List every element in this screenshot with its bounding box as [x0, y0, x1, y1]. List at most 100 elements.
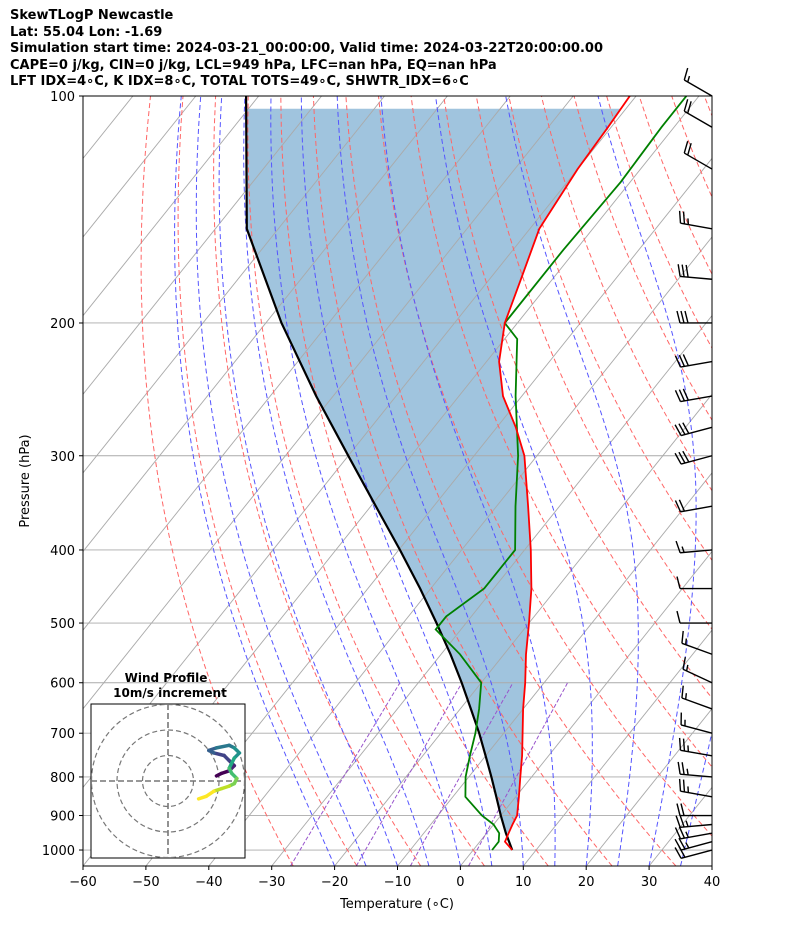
isotherm-line: [460, 550, 712, 866]
x-tick-label: −40: [195, 875, 222, 890]
isotherm-line: [0, 96, 70, 866]
moist-adiabat-line: [711, 863, 712, 866]
wind-barb-half-feather: [685, 820, 689, 827]
wind-barb-staff: [680, 275, 713, 280]
moist-adiabat-line: [270, 96, 461, 866]
wind-barb: [675, 815, 713, 828]
wind-barb-feather: [675, 815, 681, 828]
y-axis-label: Pressure (hPa): [18, 434, 33, 527]
mixing-ratio-line: [409, 682, 514, 866]
location-line: Lat: 55.04 Lon: -1.69: [10, 24, 163, 40]
wind-barb: [682, 656, 713, 684]
wind-barb-half-feather: [684, 638, 688, 645]
hodograph-inset: Wind Profile 10m/s increment: [90, 671, 246, 859]
wind-barb-feather: [674, 827, 682, 840]
wind-barb-feather: [676, 310, 681, 324]
x-tick-label: 30: [641, 875, 658, 890]
dry-adiabat-line: [638, 96, 712, 276]
wind-barb: [676, 310, 712, 324]
wind-barb: [675, 540, 713, 554]
dry-adiabat-line: [703, 96, 712, 118]
wind-barb-staff: [681, 642, 713, 655]
wind-barb-half-feather: [685, 831, 690, 838]
wind-barb: [677, 761, 713, 778]
dry-adiabat-line: [540, 96, 712, 492]
isotherm-line: [334, 393, 712, 866]
isotherm-line: [83, 96, 385, 474]
x-tick-label: −10: [384, 875, 411, 890]
x-tick-label: −50: [132, 875, 159, 890]
dry-adiabat-line: [770, 96, 794, 866]
wind-barb: [674, 388, 713, 403]
wind-barb-feather: [678, 451, 686, 464]
dry-adiabat-line: [573, 96, 712, 422]
wind-barb-half-feather: [684, 693, 688, 700]
wind-barb-staff: [680, 790, 713, 798]
wind-barb-feather: [678, 837, 686, 850]
x-tick-label: 0: [456, 875, 464, 890]
wind-barb: [674, 354, 713, 368]
wind-barb-feather: [682, 779, 686, 792]
wind-barb-staff: [680, 505, 713, 513]
wind-barb-half-feather: [681, 546, 685, 553]
isotherm-line: [775, 96, 794, 866]
wind-barb: [674, 422, 713, 437]
wind-barb-staff: [680, 395, 713, 403]
y-tick-label: 300: [50, 450, 75, 465]
mixing-ratio-line: [468, 682, 569, 866]
wind-barb-feather: [674, 355, 682, 368]
moist-adiabat-line: [336, 96, 524, 866]
wind-barb-feather: [685, 264, 689, 278]
dry-adiabat-line: [140, 96, 294, 866]
wind-barb-staff: [680, 823, 713, 828]
parcel-profile-line: [245, 96, 514, 851]
wind-barb-feather: [683, 140, 689, 154]
wind-barb-feather: [678, 778, 682, 792]
wind-barb-half-feather: [686, 768, 689, 775]
wind-barb-feather: [678, 737, 682, 751]
moist-adiabat-line: [380, 96, 556, 866]
x-tick-label: 40: [704, 875, 721, 890]
dry-adiabat-line: [410, 96, 712, 768]
wind-barb-staff: [680, 832, 713, 840]
dry-adiabat-line: [606, 96, 712, 350]
dry-adiabat-line: [671, 96, 712, 199]
x-tick-label: 10: [515, 875, 532, 890]
wind-barb-feather: [681, 762, 685, 775]
moist-adiabat-line: [505, 96, 639, 866]
hodograph-title: Wind Profile: [125, 671, 208, 685]
x-axis-label: Temperature (∘C): [339, 897, 454, 912]
y-tick-label: 900: [50, 810, 75, 825]
y-tick-label: 600: [50, 677, 75, 692]
mixing-ratio-line: [290, 682, 401, 866]
wind-barb-feather: [684, 310, 689, 324]
moist-adiabat-line: [300, 96, 493, 866]
dry-adiabat-line: [737, 96, 794, 866]
wind-barb-feather: [678, 389, 686, 402]
isotherm-line: [271, 314, 712, 866]
wind-barb: [676, 803, 712, 817]
y-tick-label: 700: [50, 727, 75, 742]
wind-barb-feather: [681, 630, 684, 644]
y-axis-ticks: 100 200 300 400 500 600 700 800 900 1000: [42, 90, 83, 859]
wind-barb-half-feather: [687, 75, 691, 83]
moist-adiabat-line: [680, 730, 712, 866]
x-axis-ticks: −60 −50 −40 −30 −20 −10 0 10 20 30 40: [69, 866, 720, 890]
cape-shaded-area: [246, 108, 621, 833]
wind-barb-feather: [674, 838, 682, 851]
wind-barb-feather: [681, 264, 685, 277]
x-tick-label: −60: [69, 875, 96, 890]
wind-barb-staff: [680, 549, 713, 554]
mixing-ratio-line: [355, 682, 463, 866]
moist-adiabat-line: [174, 96, 336, 866]
y-tick-label: 400: [50, 544, 75, 559]
wind-barb: [676, 576, 712, 590]
dry-adiabat-line: [280, 96, 549, 866]
time-line: Simulation start time: 2024-03-21_00:00:…: [10, 41, 603, 56]
wind-barb-feather: [682, 211, 686, 224]
hodograph-subtitle: 10m/s increment: [113, 686, 227, 700]
wind-barb-staff: [680, 455, 713, 465]
wind-barb-staff: [680, 749, 713, 757]
wind-barb-staff: [680, 360, 713, 368]
